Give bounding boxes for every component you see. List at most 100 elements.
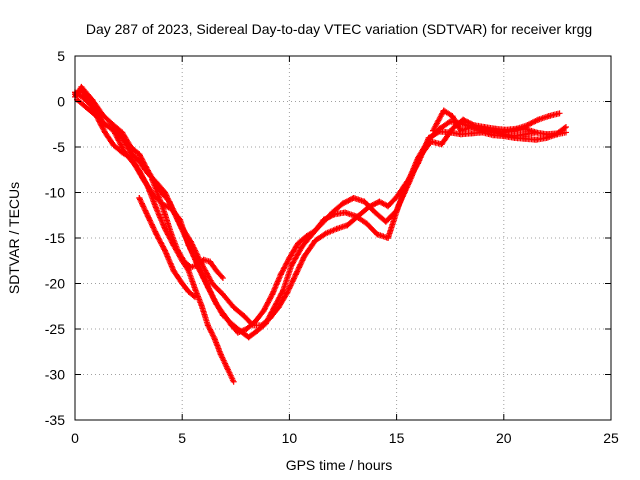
data-point <box>556 110 563 117</box>
data-point <box>352 213 359 220</box>
data-point <box>545 113 552 120</box>
data-point <box>192 294 199 301</box>
data-point <box>262 320 269 327</box>
data-point <box>219 275 226 282</box>
data-point <box>234 329 241 336</box>
data-point <box>185 267 192 274</box>
data-point <box>393 207 400 214</box>
data-point <box>436 125 443 132</box>
data-point <box>127 149 134 156</box>
data-point <box>277 271 284 278</box>
data-point <box>185 288 192 295</box>
data-point <box>301 253 308 260</box>
data-point <box>361 198 368 205</box>
data-point <box>181 258 188 265</box>
data-point <box>78 86 85 93</box>
data-point <box>457 127 464 134</box>
data-point <box>340 200 346 207</box>
y-tick-label: -20 <box>45 276 65 292</box>
data-point <box>204 322 211 329</box>
data-point <box>211 335 218 342</box>
data-point <box>269 291 276 298</box>
data-point <box>254 327 261 334</box>
data-point <box>209 280 216 287</box>
data-point <box>222 313 229 320</box>
data-point <box>170 208 177 215</box>
data-point <box>230 378 237 385</box>
data-point <box>252 318 259 325</box>
y-axis-label: SDTVAR / TECUs <box>6 182 22 294</box>
data-point <box>385 235 392 241</box>
data-point <box>213 301 220 308</box>
x-tick-label: 10 <box>282 430 298 446</box>
data-point <box>204 284 211 291</box>
series-5 <box>149 176 226 282</box>
y-tick-label: 5 <box>57 48 65 64</box>
data-point <box>170 267 177 274</box>
grid-lines <box>75 56 611 420</box>
x-tick-label: 25 <box>603 430 619 446</box>
data-point <box>288 262 295 269</box>
data-point <box>393 194 400 201</box>
data-point <box>479 126 486 133</box>
data-point <box>174 247 181 254</box>
chart-title: Day 287 of 2023, Sidereal Day-to-day VTE… <box>86 21 592 37</box>
x-tick-label: 0 <box>71 430 79 446</box>
data-point <box>415 154 422 161</box>
data-point <box>440 107 447 114</box>
data-point <box>329 209 336 216</box>
data-point <box>562 129 569 136</box>
data-point <box>219 291 226 298</box>
data-point <box>230 304 237 311</box>
data-point <box>522 131 529 138</box>
data-point <box>425 136 432 143</box>
data-point <box>430 127 437 134</box>
data-point <box>245 334 252 341</box>
data-point <box>333 225 340 232</box>
data-point <box>213 267 220 274</box>
data-point <box>350 194 357 201</box>
data-point <box>179 226 186 233</box>
y-tick-label: -35 <box>45 412 65 428</box>
y-tick-label: -30 <box>45 367 65 383</box>
data-point <box>192 285 199 292</box>
data-point <box>511 133 518 140</box>
data-point <box>322 230 329 237</box>
data-point <box>554 130 561 137</box>
data-point <box>312 237 319 244</box>
data-point <box>179 280 186 287</box>
data-point <box>119 149 126 156</box>
data-point <box>187 264 194 271</box>
data-point <box>149 176 156 183</box>
data-point <box>260 307 267 314</box>
data-point <box>136 194 143 201</box>
data-point <box>153 231 160 238</box>
data-point <box>243 326 250 332</box>
data-point <box>110 142 117 149</box>
series-6 <box>136 194 199 301</box>
data-point <box>468 130 475 137</box>
data-point <box>153 205 160 212</box>
x-axis-label: GPS time / hours <box>286 457 393 473</box>
y-tick-label: -25 <box>45 321 65 337</box>
data-point <box>200 256 207 263</box>
data-point <box>449 113 456 120</box>
data-point <box>162 211 169 218</box>
data-point <box>372 209 379 216</box>
data-point <box>404 180 411 187</box>
data-point <box>363 220 370 227</box>
data-point <box>82 103 89 110</box>
series-4 <box>74 96 237 385</box>
data-point <box>376 198 383 205</box>
data-point <box>312 227 319 234</box>
data-point <box>102 129 109 136</box>
data-point <box>187 245 194 252</box>
data-point <box>292 271 299 278</box>
x-tick-label: 20 <box>496 430 512 446</box>
x-tick-label: 5 <box>178 430 186 446</box>
data-point <box>320 218 327 225</box>
data-point <box>532 136 539 143</box>
data-point <box>119 129 126 136</box>
data-point <box>224 365 231 372</box>
